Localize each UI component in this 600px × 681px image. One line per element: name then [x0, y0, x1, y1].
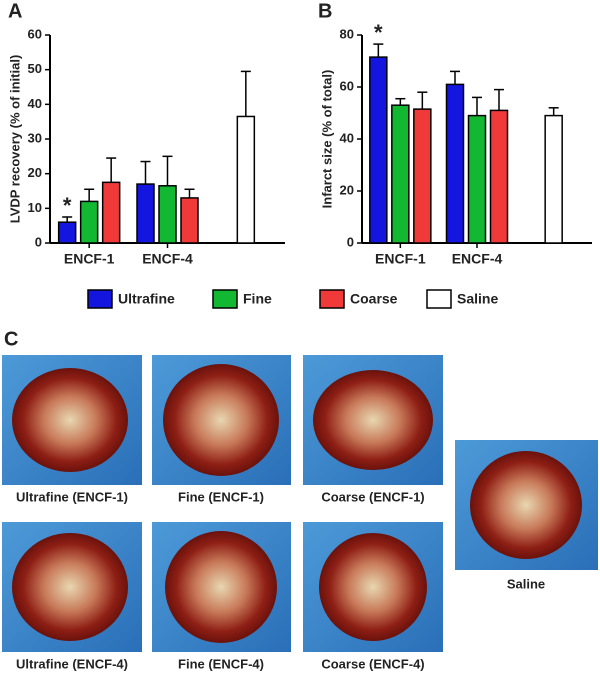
annotation: * — [63, 193, 72, 218]
y-tick-label: 0 — [347, 234, 354, 249]
panel-label: A — [8, 0, 22, 22]
y-axis-label: LVDP recovery (% of initial) — [7, 55, 22, 224]
bar — [236, 115, 256, 244]
y-tick-label: 30 — [28, 130, 42, 145]
x-tick-label: ENCF-1 — [375, 251, 426, 267]
photos — [2, 355, 598, 652]
y-tick-label: 40 — [340, 130, 354, 145]
y-tick-label: 0 — [35, 234, 42, 249]
y-tick-label: 50 — [28, 61, 42, 76]
legend-label: Coarse — [350, 291, 398, 307]
heart-slice — [165, 531, 277, 643]
photo-caption: Fine (ENCF-1) — [178, 489, 264, 504]
panel-label: C — [4, 328, 18, 350]
photo-caption: Fine (ENCF-4) — [178, 656, 264, 671]
panel-label: B — [318, 0, 332, 22]
y-tick-label: 20 — [28, 165, 42, 180]
legend-label: Fine — [243, 291, 272, 307]
y-tick-label: 60 — [340, 78, 354, 93]
bar — [413, 108, 432, 244]
heart-slice — [163, 364, 279, 476]
bar — [544, 114, 563, 244]
heart-slice — [12, 368, 128, 472]
y-tick-label: 60 — [28, 26, 42, 41]
photo-caption: Ultrafine (ENCF-1) — [16, 489, 128, 504]
bar — [445, 83, 465, 244]
legend-swatch — [87, 289, 113, 309]
bar — [57, 221, 77, 244]
bar — [489, 109, 509, 244]
bar — [79, 200, 99, 244]
x-tick-label: ENCF-1 — [64, 251, 115, 267]
photo-caption: Saline — [507, 576, 545, 591]
bar — [391, 104, 410, 244]
bar — [101, 181, 121, 244]
bar — [180, 197, 199, 244]
y-tick-label: 80 — [340, 26, 354, 41]
y-tick-label: 40 — [28, 96, 42, 111]
legend-label: Saline — [457, 291, 498, 307]
legend-swatch — [212, 289, 238, 309]
photo-caption: Coarse (ENCF-4) — [321, 656, 424, 671]
legend-swatch — [319, 289, 345, 309]
y-tick-label: 10 — [28, 200, 42, 215]
legend-swatch — [426, 289, 452, 309]
bar — [369, 56, 388, 244]
heart-slice — [313, 370, 433, 470]
x-tick-label: ENCF-4 — [452, 251, 503, 267]
bar — [467, 114, 487, 244]
heart-slice — [319, 533, 427, 641]
photo-caption: Coarse (ENCF-1) — [321, 489, 424, 504]
legend-label: Ultrafine — [118, 291, 175, 307]
heart-slice — [12, 533, 128, 641]
y-tick-label: 20 — [340, 182, 354, 197]
bar — [158, 185, 177, 244]
y-axis-label: Infarct size (% of total) — [319, 70, 334, 209]
annotation: * — [374, 20, 383, 45]
bar — [136, 183, 155, 244]
photo-caption: Ultrafine (ENCF-4) — [16, 656, 128, 671]
x-tick-label: ENCF-4 — [142, 251, 193, 267]
heart-slice — [470, 451, 582, 559]
